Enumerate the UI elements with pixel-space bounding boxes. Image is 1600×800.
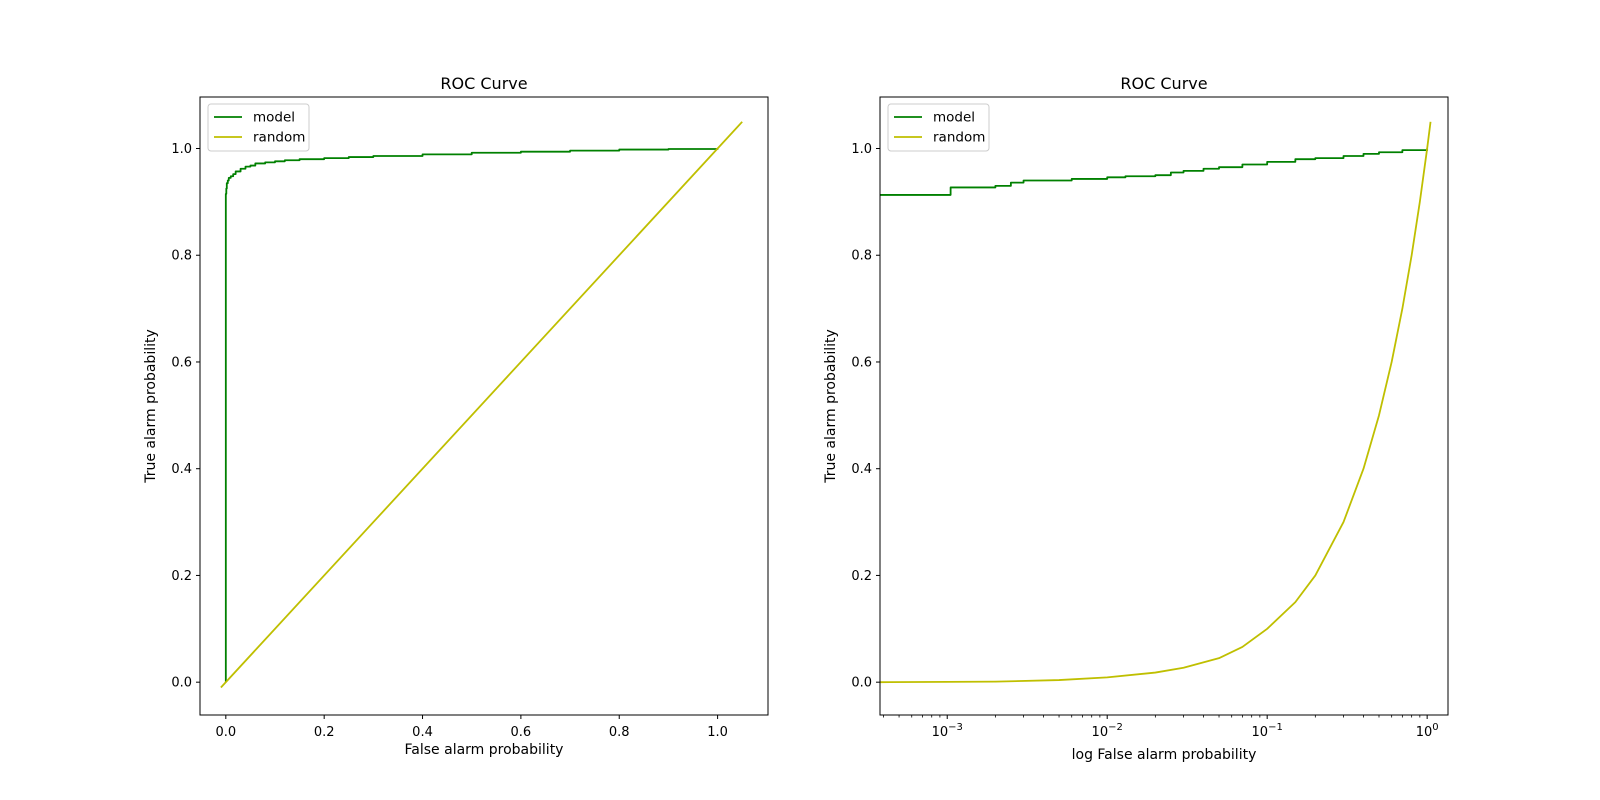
- x-tick-label: 0.6: [511, 725, 532, 740]
- x-tick-label: 10−2: [1092, 722, 1123, 740]
- series-line-random: [220, 121, 743, 689]
- x-axis-label: log False alarm probability: [1072, 747, 1257, 763]
- series-line-model: [880, 148, 1429, 196]
- roc-linear-chart: 0.0 0.2 0.4 0.6 0.8 1.0 0.0 0.2 0.4 0.6 0.8 1.0 ROC …: [143, 74, 769, 758]
- y-tick-label: 0.6: [851, 355, 872, 370]
- y-tick-label: 0.6: [171, 355, 192, 370]
- chart-title: ROC Curve: [440, 74, 527, 93]
- x-tick-label: 0.0: [215, 725, 236, 740]
- y-tick-label: 0.4: [851, 462, 872, 477]
- y-tick-label: 0.2: [171, 569, 192, 584]
- series-group: [880, 121, 1432, 684]
- series-line-model: [224, 148, 719, 683]
- series-group: [220, 121, 743, 689]
- legend-label-random: random: [933, 130, 985, 146]
- legend-label-model: model: [933, 110, 975, 126]
- x-tick-label: 0.4: [412, 725, 433, 740]
- y-tick-label: 0.8: [171, 249, 192, 264]
- x-tick-label: 100: [1416, 722, 1439, 740]
- x-tick-label: 10−1: [1252, 722, 1283, 740]
- x-axis-label: False alarm probability: [405, 742, 564, 758]
- y-tick-label: 0.4: [171, 462, 192, 477]
- y-axis-label: True alarm probability: [143, 329, 159, 484]
- x-tick-label: 0.2: [314, 725, 335, 740]
- legend-frame: [887, 103, 990, 152]
- chart-title: ROC Curve: [1120, 74, 1207, 93]
- series-line-random: [880, 121, 1432, 684]
- x-tick-label: 10−3: [932, 722, 963, 740]
- y-tick-label: 1.0: [171, 142, 192, 157]
- y-tick-label: 0.0: [851, 676, 872, 691]
- y-tick-label: 1.0: [851, 142, 872, 157]
- y-tick-label: 0.8: [851, 249, 872, 264]
- x-tick-label: 1.0: [707, 725, 728, 740]
- x-tick-label: 0.8: [609, 725, 630, 740]
- legend-label-model: model: [253, 110, 295, 126]
- axes-frame: [879, 96, 1449, 716]
- y-tick-label: 0.2: [851, 569, 872, 584]
- legend-frame: [207, 103, 310, 152]
- axes-frame: [199, 96, 769, 716]
- legend: model random: [887, 103, 990, 152]
- legend: model random: [207, 103, 310, 152]
- legend-label-random: random: [253, 130, 305, 146]
- roc-log-chart: 0.0 0.2 0.4 0.6 0.8 1.0 10−3 10−2 10−1 100 ROC Cur…: [823, 74, 1449, 763]
- y-axis-label: True alarm probability: [823, 329, 839, 484]
- y-tick-label: 0.0: [171, 676, 192, 691]
